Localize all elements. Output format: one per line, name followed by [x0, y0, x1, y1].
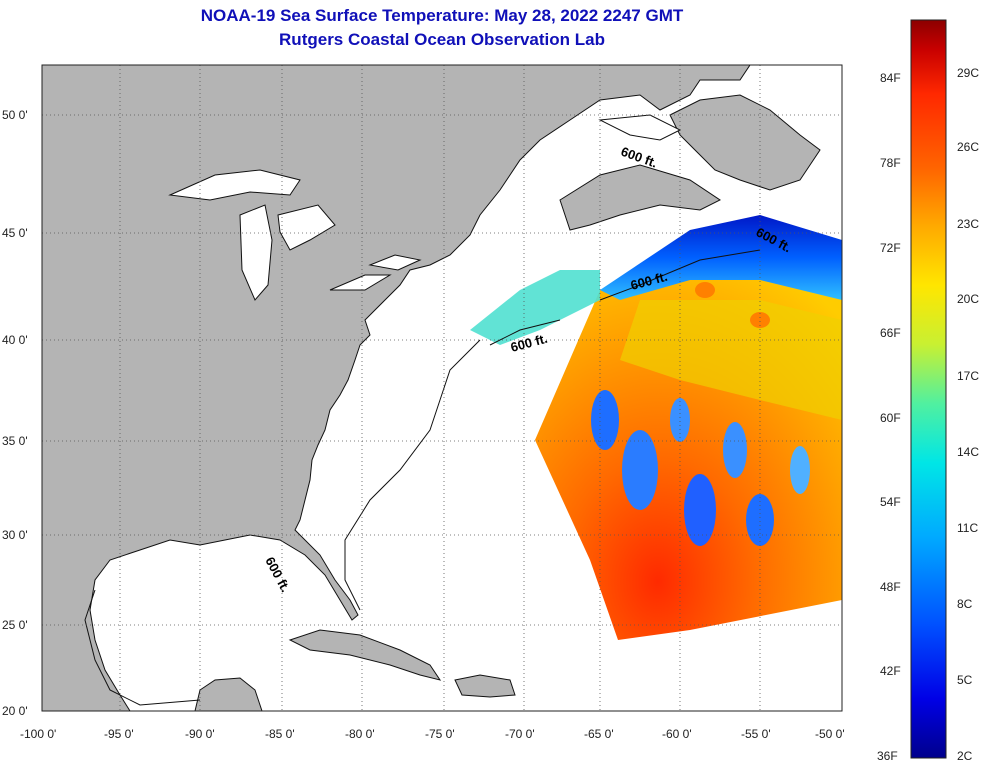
- colorbar-c-label: 14C: [957, 445, 980, 459]
- lon-tick-label: -90 0': [185, 727, 215, 741]
- lon-tick-label: -65 0': [584, 727, 614, 741]
- colorbar-f-label: 78F: [880, 156, 901, 170]
- map-subtitle: Rutgers Coastal Ocean Observation Lab: [279, 30, 605, 49]
- lon-tick-label: -60 0': [662, 727, 692, 741]
- map-frame: [41, 64, 843, 712]
- colorbar-c-label: 11C: [957, 521, 979, 535]
- colorbar-f-label: 66F: [880, 326, 901, 340]
- colorbar-c-label: 23C: [957, 217, 980, 231]
- colorbar-c-label: 2C: [957, 749, 973, 763]
- depth-contours: [84, 249, 761, 706]
- colorbar-f-label: 54F: [880, 495, 901, 509]
- colorbar-c-label: 5C: [957, 673, 973, 687]
- colorbar-c-label: 8C: [957, 597, 973, 611]
- sst-swath: [470, 215, 842, 640]
- colorbar-c-label: 17C: [957, 369, 980, 383]
- colorbar-f-label: 72F: [880, 241, 901, 255]
- lon-tick-label: -100 0': [20, 727, 57, 741]
- colorbar: [910, 19, 947, 759]
- lon-tick-label: -50 0': [815, 727, 845, 741]
- map-title: NOAA-19 Sea Surface Temperature: May 28,…: [200, 6, 684, 25]
- lat-tick-label: 35 0': [2, 434, 28, 448]
- colorbar-c-label: 20C: [957, 292, 980, 306]
- lon-tick-label: -95 0': [104, 727, 134, 741]
- lon-tick-label: -85 0': [265, 727, 295, 741]
- lon-tick-label: -55 0': [741, 727, 771, 741]
- colorbar-c-label: 26C: [957, 140, 980, 154]
- colorbar-f-label: 84F: [880, 71, 901, 85]
- lat-tick-label: 30 0': [2, 528, 28, 542]
- map-grid: [42, 65, 842, 711]
- lat-tick-label: 40 0': [2, 333, 28, 347]
- lon-tick-label: -75 0': [425, 727, 455, 741]
- lon-tick-label: -80 0': [345, 727, 375, 741]
- colorbar-f-label: 42F: [880, 664, 901, 678]
- lat-tick-label: 50 0': [2, 108, 28, 122]
- colorbar-f-label: 36F: [877, 749, 898, 763]
- colorbar-c-label: 29C: [957, 66, 980, 80]
- lon-tick-label: -70 0': [505, 727, 535, 741]
- colorbar-f-label: 48F: [880, 580, 901, 594]
- lat-tick-label: 25 0': [2, 618, 28, 632]
- lat-tick-label: 20 0': [2, 704, 28, 718]
- colorbar-f-label: 60F: [880, 411, 901, 425]
- lat-tick-label: 45 0': [2, 226, 28, 240]
- great-lakes: [168, 114, 682, 301]
